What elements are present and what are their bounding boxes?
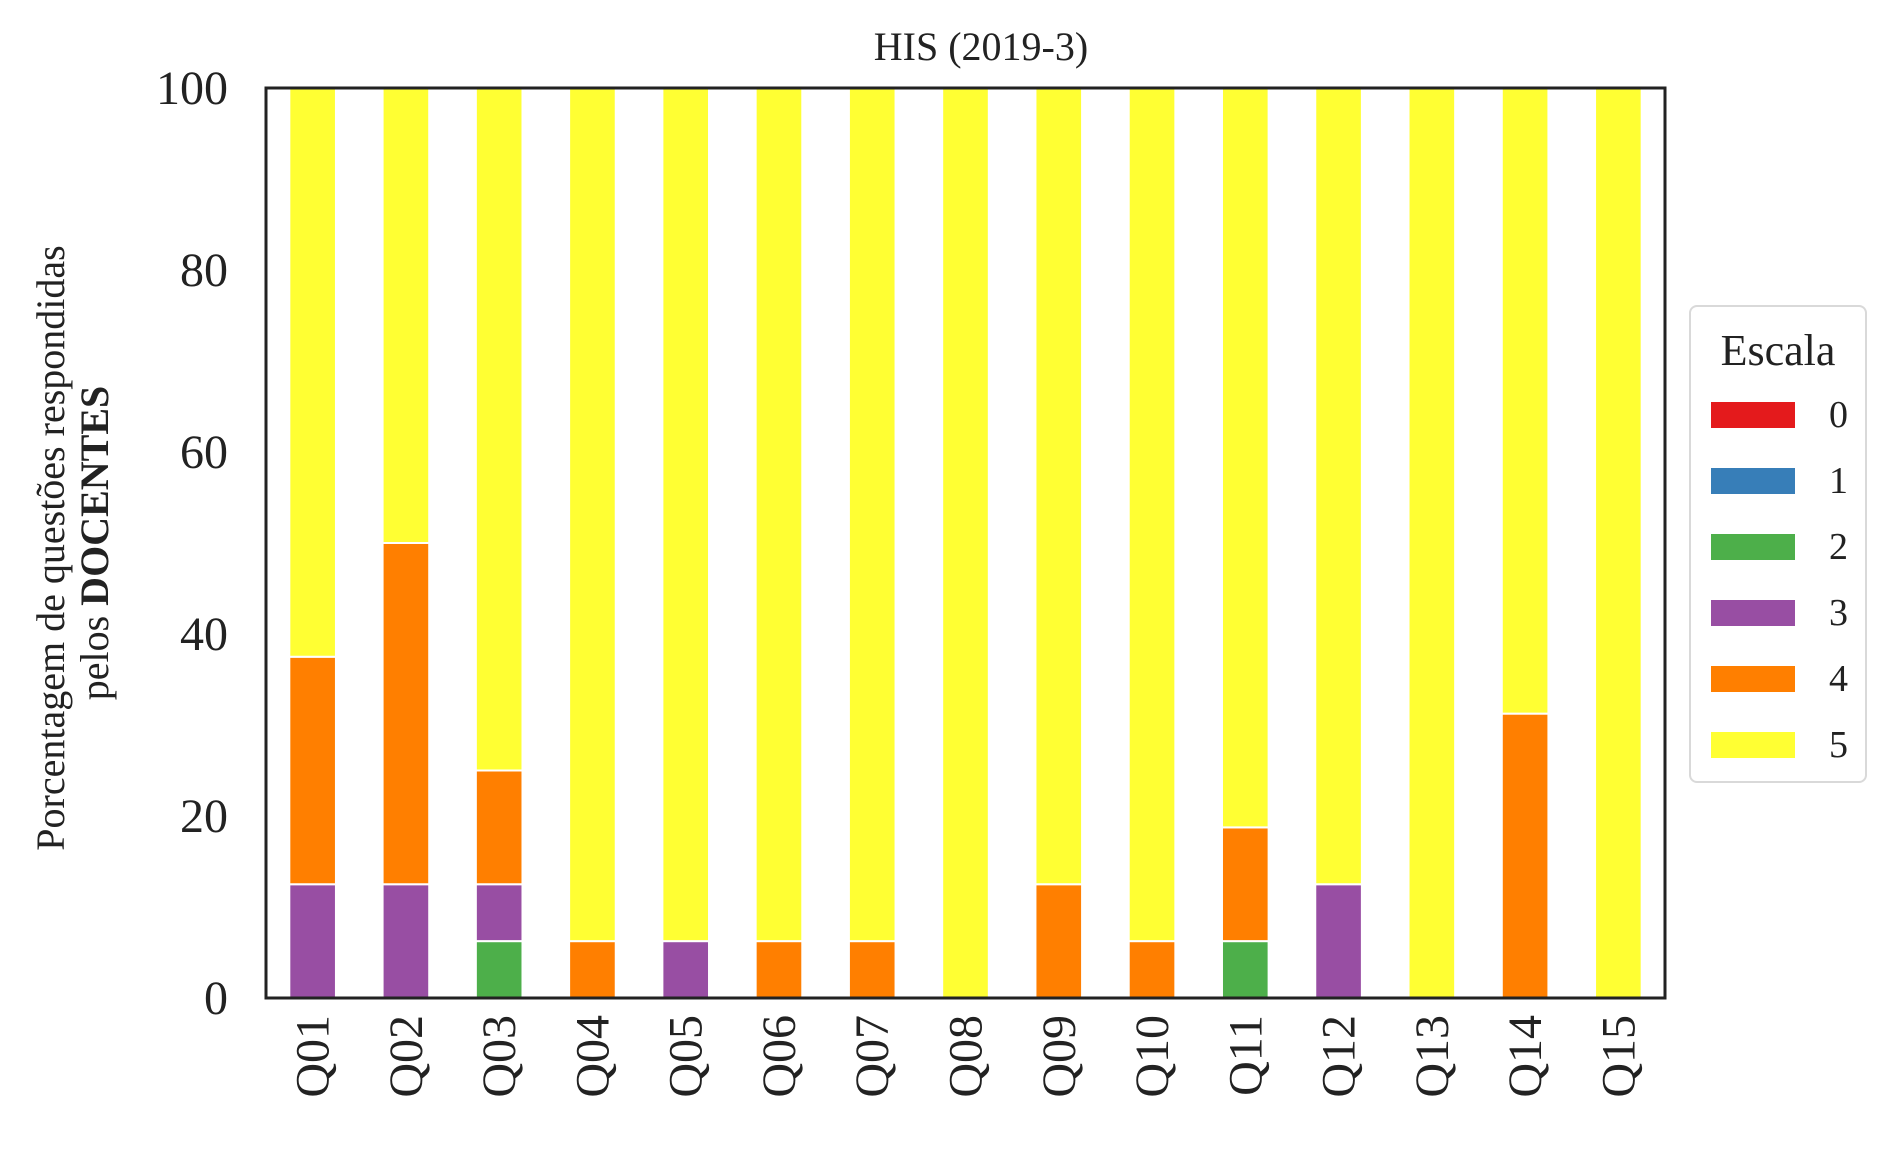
legend-title: Escala [1720,326,1836,375]
bar-segment-q03-level-2 [474,940,524,999]
x-tick-label-q08: Q08 [940,1015,993,1098]
y-tick-label-40: 40 [180,608,228,661]
bar-segment-q07-level-5 [847,87,897,943]
bar-segment-q02-level-4 [381,542,431,886]
x-tick-label-q14: Q14 [1499,1015,1552,1098]
x-tick-label-q12: Q12 [1313,1015,1366,1098]
bar-segment-q02-level-5 [381,87,431,544]
legend-item-0: 0 [1711,394,1861,436]
bar-segment-q14-level-4 [1500,712,1550,999]
legend-swatch-4 [1711,666,1795,692]
x-tick-label-q03: Q03 [473,1015,526,1098]
y-tick-label-20: 20 [180,790,228,843]
y-tick-label-100: 100 [156,62,228,115]
y-axis-label-line2-prefix: pelos [72,606,117,700]
bar-segment-q01-level-5 [288,87,337,658]
bar-segment-q03-level-5 [474,87,524,772]
legend-label-3: 3 [1829,592,1848,634]
legend-item-2: 2 [1711,526,1861,568]
legend-item-5: 5 [1711,724,1861,766]
bar-segment-q03-level-3 [474,883,524,943]
legend-swatch-3 [1711,600,1795,626]
legend-swatch-1 [1711,468,1795,494]
bar-segment-q06-level-4 [754,940,804,999]
bar-segment-q06-level-5 [754,87,804,943]
x-tick-label-q01: Q01 [287,1015,340,1098]
bars-group [288,87,1643,999]
bar-segment-q05-level-3 [661,940,711,999]
legend-item-1: 1 [1711,460,1861,502]
bar-segment-q07-level-4 [847,940,897,999]
legend-item-3: 3 [1711,592,1861,634]
bar-segment-q01-level-4 [288,655,337,886]
legend-label-1: 1 [1829,460,1848,502]
x-tick-label-q04: Q04 [566,1015,619,1098]
bar-segment-q04-level-4 [568,940,617,999]
bar-segment-q13-level-5 [1407,87,1457,999]
y-tick-label-60: 60 [180,426,228,479]
bar-segment-q15-level-5 [1594,87,1643,999]
legend-swatch-0 [1711,402,1795,428]
bar-segment-q01-level-3 [288,883,337,999]
legend-swatch-2 [1711,534,1795,560]
y-tick-label-80: 80 [180,244,228,297]
bar-segment-q05-level-5 [661,87,711,943]
x-tick-label-q09: Q09 [1033,1015,1086,1098]
y-tick-label-0: 0 [204,972,228,1025]
bar-segment-q09-level-4 [1034,883,1084,999]
x-tick-label-q07: Q07 [846,1015,899,1098]
legend-item-4: 4 [1711,658,1861,700]
bar-segment-q09-level-5 [1034,87,1084,886]
bar-segment-q12-level-3 [1314,883,1363,999]
bar-segment-q02-level-3 [381,883,431,999]
x-axis: Q01 Q02 Q03 Q04 Q05 Q06 Q07 Q08 Q09 Q10 Q11 Q12 Q13 Q… [287,1015,1646,1098]
bar-segment-q10-level-4 [1127,940,1177,999]
y-axis: 0 20 40 60 80 100 [156,62,228,1025]
bar-segment-q14-level-5 [1500,87,1550,715]
legend-label-2: 2 [1829,526,1848,568]
bar-segment-q08-level-5 [941,87,990,999]
y-axis-label: Porcentagem de questões respondidas pelo… [28,235,117,850]
bar-segment-q11-level-4 [1220,826,1270,943]
bar-segment-q11-level-5 [1220,87,1270,829]
y-axis-label-bold: DOCENTES [72,386,117,606]
x-tick-label-q15: Q15 [1592,1015,1645,1098]
x-tick-label-q05: Q05 [660,1015,713,1098]
x-tick-label-q02: Q02 [380,1015,433,1098]
legend-swatch-5 [1711,732,1795,758]
x-tick-label-q11: Q11 [1219,1015,1272,1096]
bar-segment-q03-level-4 [474,769,524,886]
legend-label-4: 4 [1829,658,1848,700]
chart-title: HIS (2019-3) [874,24,1088,69]
plot-frame [264,86,1667,1000]
bar-segment-q12-level-5 [1314,87,1363,886]
x-tick-label-q13: Q13 [1406,1015,1459,1098]
legend: Escala 0 1 2 3 4 5 [1689,305,1867,783]
bar-segment-q04-level-5 [568,87,617,943]
legend-label-5: 5 [1829,724,1848,766]
legend-label-0: 0 [1829,394,1848,436]
bar-segment-q10-level-5 [1127,87,1177,943]
bar-segment-q11-level-2 [1220,940,1270,999]
x-tick-label-q06: Q06 [753,1015,806,1098]
y-axis-label-line1: Porcentagem de questões respondidas [28,245,73,850]
x-tick-label-q10: Q10 [1126,1015,1179,1098]
